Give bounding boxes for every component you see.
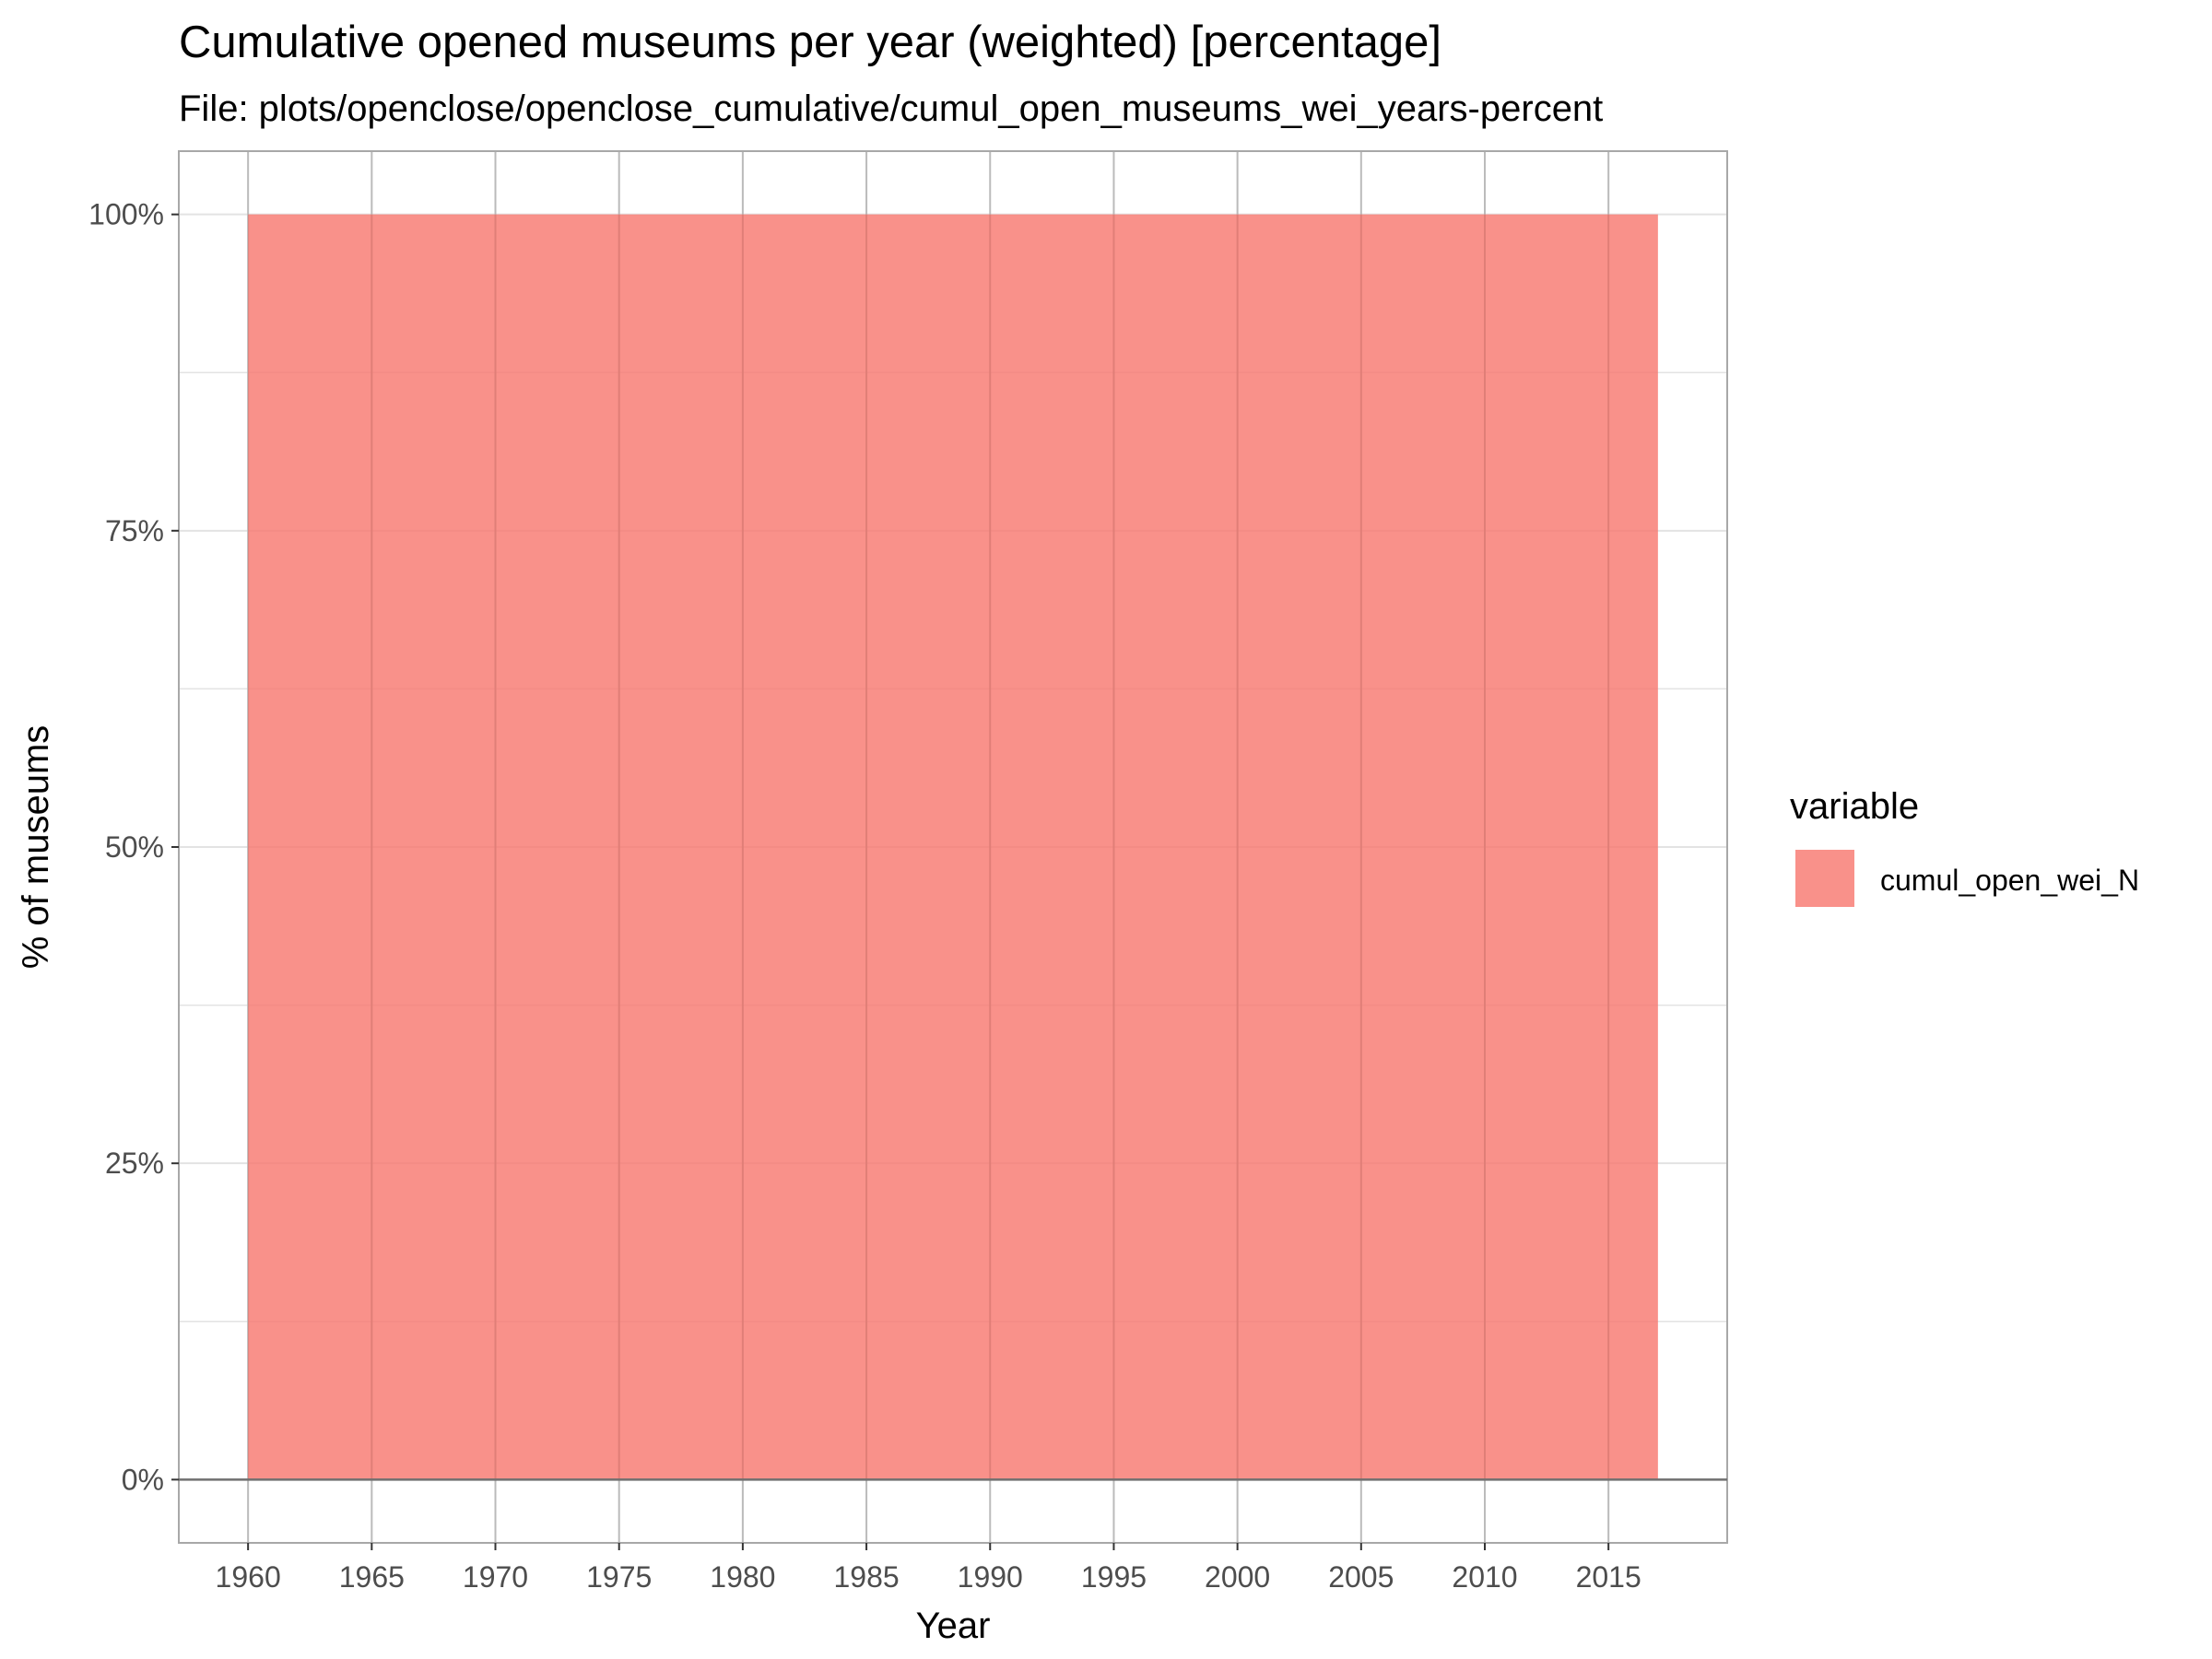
x-tick-label: 1980 xyxy=(710,1560,775,1594)
y-axis-title: % of museums xyxy=(16,725,56,970)
x-tick-label: 1970 xyxy=(463,1560,528,1594)
x-tick-label: 1975 xyxy=(586,1560,652,1594)
y-tick-label: 100% xyxy=(88,198,164,231)
legend-title: variable xyxy=(1790,786,1919,827)
area-cumul-open-wei-N xyxy=(248,214,1658,1480)
x-tick-label: 2005 xyxy=(1328,1560,1394,1594)
chart-subtitle: File: plots/openclose/openclose_cumulati… xyxy=(179,88,1603,129)
x-axis-title: Year xyxy=(916,1606,991,1646)
chart-title: Cumulative opened museums per year (weig… xyxy=(179,18,1441,67)
legend-key-cumul-open-wei-n xyxy=(1795,850,1854,907)
x-tick-label: 2010 xyxy=(1452,1560,1517,1594)
legend: variable cumul_open_wei_N xyxy=(1790,786,2139,907)
x-tick-label: 1965 xyxy=(339,1560,405,1594)
x-tick-label: 1985 xyxy=(833,1560,899,1594)
legend-label-cumul-open-wei-n: cumul_open_wei_N xyxy=(1880,864,2139,897)
axes: 0% 25% 50% 75% 100% 1960 1965 1970 1975 1980 1985 1… xyxy=(88,198,1727,1594)
y-tick-label: 50% xyxy=(105,830,164,864)
x-tick-label: 1960 xyxy=(216,1560,281,1594)
x-tick-label: 1990 xyxy=(958,1560,1023,1594)
grid-overlay xyxy=(247,151,1610,1543)
y-tick-label: 75% xyxy=(105,514,164,547)
x-tick-label: 1995 xyxy=(1081,1560,1147,1594)
y-tick-label: 0% xyxy=(122,1463,164,1496)
chart-marks xyxy=(248,214,1658,1480)
x-tick-label: 2000 xyxy=(1205,1560,1270,1594)
y-tick-label: 25% xyxy=(105,1147,164,1180)
x-tick-label: 2015 xyxy=(1576,1560,1641,1594)
